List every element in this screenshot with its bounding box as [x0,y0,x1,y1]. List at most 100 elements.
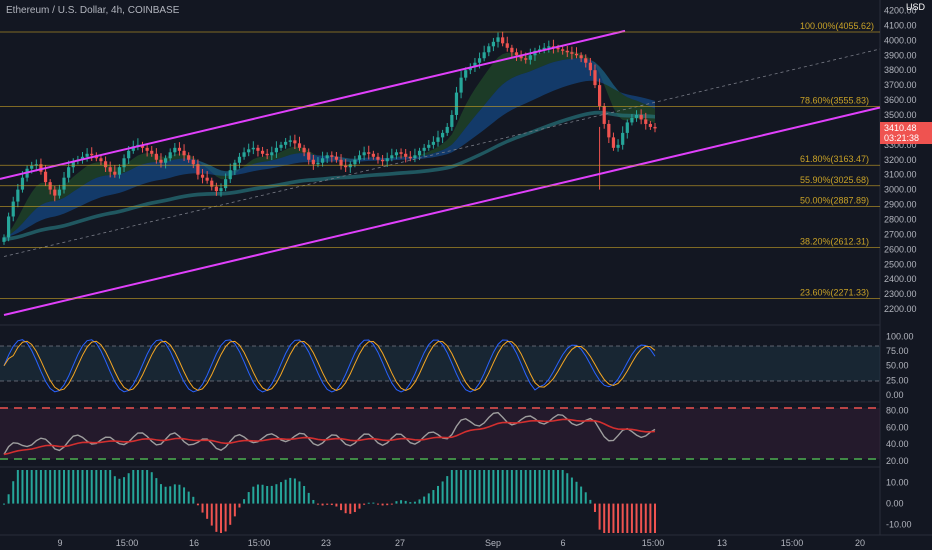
candle-body [214,186,218,192]
macd-bar [644,503,647,533]
macd-bar [649,503,652,533]
candle-body [574,53,579,56]
candle-body [454,92,459,115]
macd-bar [233,503,236,517]
stoch-tick-label: 100.00 [886,332,914,342]
macd-bar [612,503,615,533]
candle-body [233,162,237,171]
macd-bar [524,470,527,504]
candle-body [639,114,643,120]
stoch-tick-label: 75.00 [886,346,909,356]
candle-body [85,153,89,157]
candle-body [556,47,560,50]
macd-bar [603,503,606,533]
macd-bar [473,470,476,504]
stoch-k-line [3,340,656,391]
time-tick-label: 15:00 [781,538,804,548]
rsi-band [0,408,880,459]
price-tick-label: 2300.00 [884,289,917,299]
candle-body [182,150,186,156]
macd-bar [146,470,149,504]
fib-label: 55.90%(3025.68) [800,175,869,185]
candle-body [80,156,85,160]
candle-body [320,158,325,163]
macd-bar [376,503,379,505]
macd-bar [501,470,504,504]
macd-bar [561,470,564,504]
candle-body [408,156,412,159]
candle-body [602,106,606,124]
candle-body [16,189,20,202]
fib-label: 100.00%(4055.62) [800,21,874,31]
macd-bar [109,470,112,504]
macd-bar [418,499,421,504]
candle-body [11,201,15,217]
currency-label: USD [906,2,926,12]
macd-bar [164,486,167,504]
candle-body [528,55,532,60]
macd-bar [446,476,449,504]
candle-body [584,58,588,63]
candle-body [468,67,472,71]
macd-bar [367,502,370,504]
candle-body [256,147,260,151]
macd-bar [335,503,338,507]
price-tick-label: 2400.00 [884,274,917,284]
price-tick-label: 4000.00 [884,35,917,45]
candle-body [648,123,652,127]
time-tick-label: 9 [57,538,62,548]
macd-bar [432,490,435,504]
candle-body [593,70,597,86]
macd-bar [35,470,38,504]
candle-body [450,114,454,127]
candle-body [330,155,334,157]
candle-body [371,153,375,157]
macd-bar [261,484,264,504]
price-tick-label: 3300.00 [884,140,917,150]
stoch-d-line [3,339,656,393]
macd-bar [159,484,162,504]
candle-body [122,158,126,168]
candle-body [219,188,223,192]
macd-bar [344,503,347,514]
current-price-badge: 3410.48 03:21:38 [880,122,932,144]
macd-bar [483,470,486,504]
candle-body [362,152,366,156]
macd-bar [307,492,310,504]
candle-body [20,177,25,190]
macd-bar [353,503,356,513]
candle-body [307,152,311,160]
price-tick-label: 2600.00 [884,244,917,254]
candle-body [630,117,634,123]
candle-body [464,70,468,78]
price-tick-label: 3100.00 [884,170,917,180]
channel-upper-line [0,29,626,180]
candle-body [108,167,112,172]
time-tick-label: 15:00 [642,538,665,548]
candle-body [325,155,329,159]
macd-bar [330,503,333,506]
macd-bar [566,473,569,504]
macd-bar [557,470,560,504]
candle-body [2,237,6,242]
macd-bar [492,470,495,504]
candle-body [145,147,149,151]
macd-bar [183,487,186,504]
fib-label: 50.00%(2887.89) [800,195,869,205]
candle-body [274,147,279,153]
macd-bar [372,502,375,504]
candle-body [334,156,339,160]
candle-body [459,77,463,93]
macd-bar [543,470,546,504]
price-tick-label: 3800.00 [884,65,917,75]
candle-countdown: 03:21:38 [884,133,919,143]
macd-bar [256,484,259,504]
time-tick-label: 6 [560,538,565,548]
candle-body [163,158,168,163]
macd-tick-label: 0.00 [886,499,904,509]
candle-body [39,164,43,172]
macd-bar [81,470,84,504]
macd-layer [3,470,656,533]
macd-bar [243,499,246,504]
